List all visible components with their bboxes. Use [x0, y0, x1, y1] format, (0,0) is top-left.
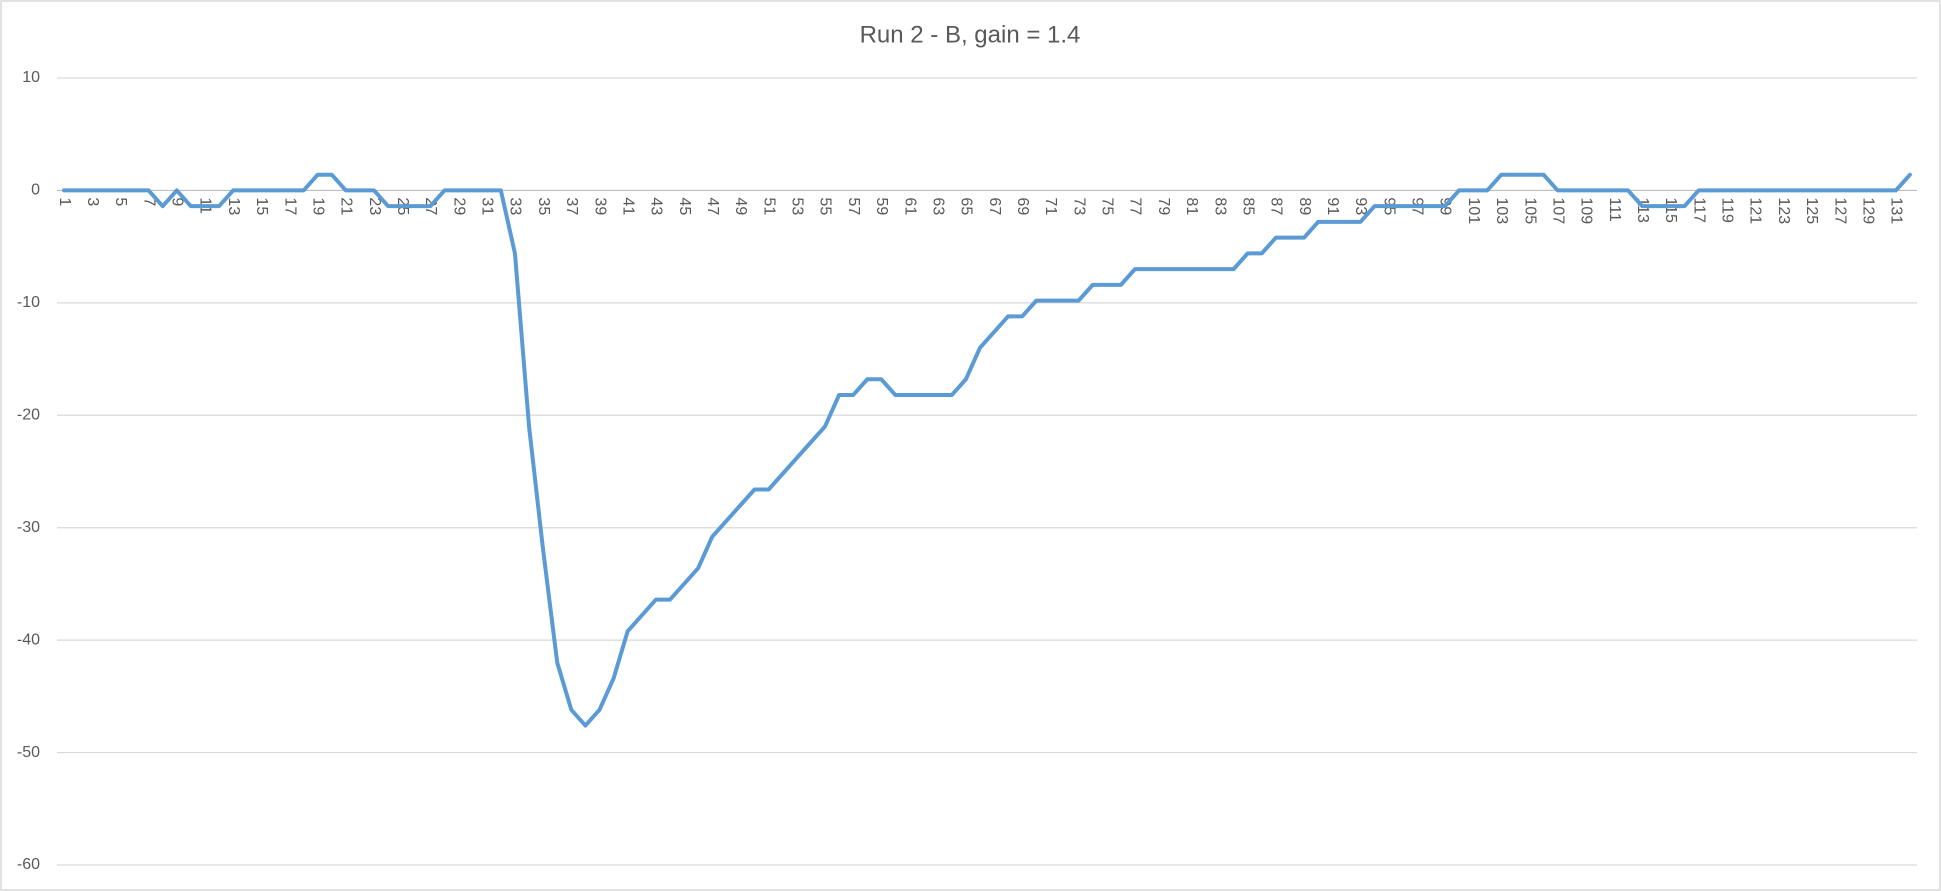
x-tick-label: 51 — [760, 197, 777, 215]
x-tick-label: 71 — [1042, 197, 1059, 215]
x-tick-label: 33 — [507, 197, 524, 215]
x-tick-label: 87 — [1268, 197, 1285, 215]
x-tick-label: 53 — [789, 197, 806, 215]
y-tick-label: -30 — [17, 519, 40, 536]
x-tick-label: 129 — [1859, 197, 1876, 224]
x-tick-label: 49 — [732, 197, 749, 215]
x-tick-label: 45 — [676, 197, 693, 215]
x-tick-label: 5 — [112, 197, 129, 206]
x-tick-label: 111 — [1606, 197, 1623, 221]
y-tick-label: -40 — [17, 631, 40, 648]
x-tick-label: 109 — [1578, 197, 1595, 224]
series-line — [62, 172, 1912, 728]
x-tick-label: 131 — [1888, 197, 1905, 224]
x-tick-label: 47 — [704, 197, 721, 215]
x-tick-label: 63 — [929, 197, 946, 215]
x-tick-label: 89 — [1296, 197, 1313, 215]
y-tick-label: -60 — [17, 856, 40, 873]
chart-title: Run 2 - B, gain = 1.4 — [860, 21, 1081, 48]
y-tick-label: -10 — [17, 294, 40, 311]
x-tick-label: 59 — [873, 197, 890, 215]
x-tick-label: 73 — [1070, 197, 1087, 215]
x-tick-label: 19 — [309, 197, 326, 215]
x-tick-label: 15 — [253, 197, 270, 215]
x-tick-label: 29 — [450, 197, 467, 215]
x-tick-label: 127 — [1831, 197, 1848, 224]
x-tick-label: 117 — [1690, 197, 1707, 223]
x-tick-label: 57 — [845, 197, 862, 215]
x-tick-label: 77 — [1127, 197, 1144, 215]
x-tick-label: 81 — [1183, 197, 1200, 215]
x-tick-label: 37 — [563, 197, 580, 215]
x-tick-label: 31 — [479, 197, 496, 215]
x-tick-label: 65 — [958, 197, 975, 215]
x-tick-label: 103 — [1493, 197, 1510, 224]
x-tick-label: 39 — [591, 197, 608, 215]
x-tick-label: 85 — [1239, 197, 1256, 215]
y-tick-label: -20 — [17, 407, 40, 424]
x-tick-label: 105 — [1521, 197, 1538, 224]
x-tick-label: 119 — [1719, 197, 1736, 223]
x-tick-label: 1 — [56, 197, 73, 206]
x-tick-label: 7 — [140, 197, 157, 206]
y-tick-label: 0 — [31, 182, 40, 199]
x-tick-label: 9 — [169, 197, 186, 206]
x-tick-label: 35 — [535, 197, 552, 215]
x-tick-label: 55 — [817, 197, 834, 215]
x-tick-label: 91 — [1324, 197, 1341, 215]
x-tick-label: 21 — [338, 197, 355, 215]
x-tick-label: 67 — [986, 197, 1003, 215]
x-tick-label: 83 — [1211, 197, 1228, 215]
x-tick-label: 101 — [1465, 197, 1482, 224]
x-tick-label: 41 — [619, 197, 636, 215]
x-tick-label: 79 — [1155, 197, 1172, 215]
y-tick-label: -50 — [17, 744, 40, 761]
x-tick-label: 93 — [1352, 197, 1369, 215]
x-tick-label: 13 — [225, 197, 242, 215]
x-tick-label: 75 — [1099, 197, 1116, 215]
x-tick-label: 107 — [1549, 197, 1566, 224]
x-tick-label: 17 — [281, 197, 298, 215]
x-tick-label: 23 — [366, 197, 383, 215]
x-tick-label: 43 — [648, 197, 665, 215]
x-tick-label: 121 — [1747, 197, 1764, 224]
x-tick-label: 61 — [901, 197, 918, 215]
x-tick-label: 123 — [1775, 197, 1792, 224]
x-tick-label: 125 — [1803, 197, 1820, 224]
x-tick-label: 3 — [84, 197, 101, 206]
x-tick-label: 69 — [1014, 197, 1031, 215]
x-tick-label: 115 — [1662, 197, 1679, 223]
y-tick-label: 10 — [22, 69, 40, 86]
